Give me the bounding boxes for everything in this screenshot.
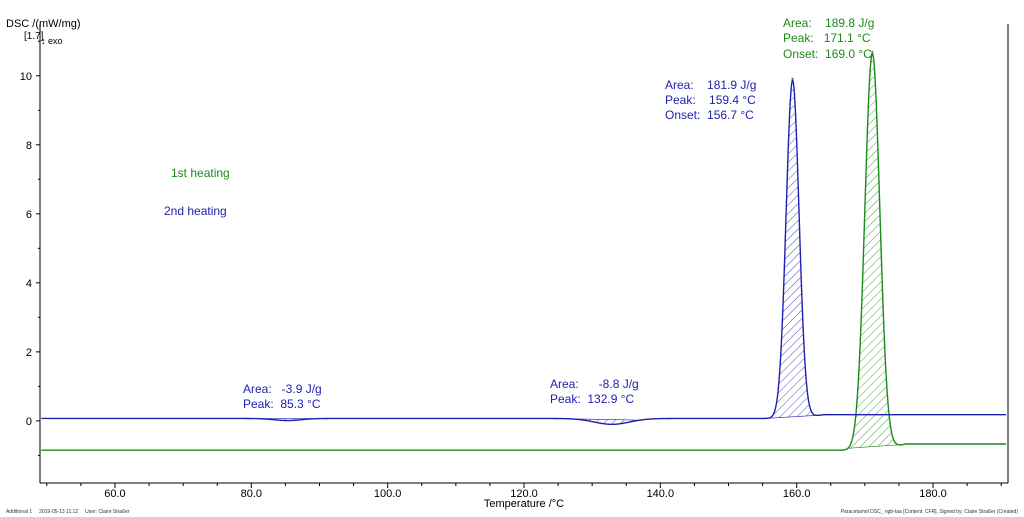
- y-axis-marker: [1.7]: [24, 31, 44, 42]
- y-tick-label: 10: [20, 71, 32, 83]
- y-axis-title: DSC /(mW/mg): [6, 18, 81, 30]
- peak-marker-blue: *: [791, 76, 794, 85]
- footer-left: Additional 1 2019-05-13 11:12 User: Clai…: [6, 509, 130, 515]
- annotation-dip-133: Area: -8.8 J/g Peak: 132.9 °C: [550, 377, 639, 406]
- annotation-dip-85-area: Area: -3.9 J/g: [243, 382, 322, 396]
- x-tick-label: 160.0: [783, 488, 811, 500]
- x-tick-label: 100.0: [374, 488, 402, 500]
- annotation-dip-133-area: Area: -8.8 J/g: [550, 377, 639, 391]
- exo-label: exo: [48, 36, 63, 46]
- annotation-dip-133-peak: Peak: 132.9 °C: [550, 392, 635, 406]
- y-tick-label: 8: [26, 140, 32, 152]
- x-tick-label: 140.0: [647, 488, 675, 500]
- legend-1st-heating: 1st heating: [171, 166, 230, 180]
- y-tick-label: 0: [26, 416, 32, 428]
- annotation-blue-area: Area: 181.9 J/g: [665, 78, 756, 92]
- y-tick-label: 6: [26, 209, 32, 221]
- annotation-green-area: Area: 189.8 J/g: [783, 16, 874, 30]
- x-axis-title: Temperature /°C: [484, 498, 564, 510]
- annotation-dip-85: Area: -3.9 J/g Peak: 85.3 °C: [243, 382, 322, 411]
- x-tick-label: 60.0: [104, 488, 125, 500]
- annotation-green-peak-temp: Peak: 171.1 °C: [783, 31, 871, 45]
- x-tick-label: 180.0: [919, 488, 947, 500]
- annotation-green-peak: Area: 189.8 J/g Peak: 171.1 °C Onset: 16…: [783, 16, 874, 61]
- exo-arrow-icon: ↕: [41, 36, 46, 46]
- x-tick-label: 80.0: [241, 488, 262, 500]
- series-1st-heating-line: [41, 52, 1007, 451]
- x-tick-label: 120.0: [510, 488, 538, 500]
- peak-fill-blue: [766, 80, 828, 419]
- x-ticks: 60.0 80.0 100.0 120.0 140.0 160.0 180.0: [46, 483, 1002, 500]
- annotation-dip-85-peak: Peak: 85.3 °C: [243, 397, 321, 411]
- annotation-blue-onset: Onset: 156.7 °C: [665, 108, 754, 122]
- series-2nd-heating-line: [41, 79, 1007, 426]
- annotation-blue-peak-temp: Peak: 159.4 °C: [665, 93, 756, 107]
- peak-fill-green: [847, 53, 910, 449]
- footer-right: Paracetamol DSC_ ngb-taa [Content: CFR],…: [841, 509, 1019, 515]
- y-tick-label: 2: [26, 347, 32, 359]
- series-lines: **: [41, 49, 1007, 451]
- annotation-blue-peak: Area: 181.9 J/g Peak: 159.4 °C Onset: 15…: [665, 78, 756, 122]
- annotation-green-onset: Onset: 169.0 °C: [783, 47, 872, 61]
- legend-2nd-heating: 2nd heating: [164, 204, 227, 218]
- peak-marker-green: *: [871, 49, 874, 58]
- y-tick-label: 4: [26, 278, 32, 290]
- y-ticks: 0 2 4 6 8 10: [20, 40, 40, 456]
